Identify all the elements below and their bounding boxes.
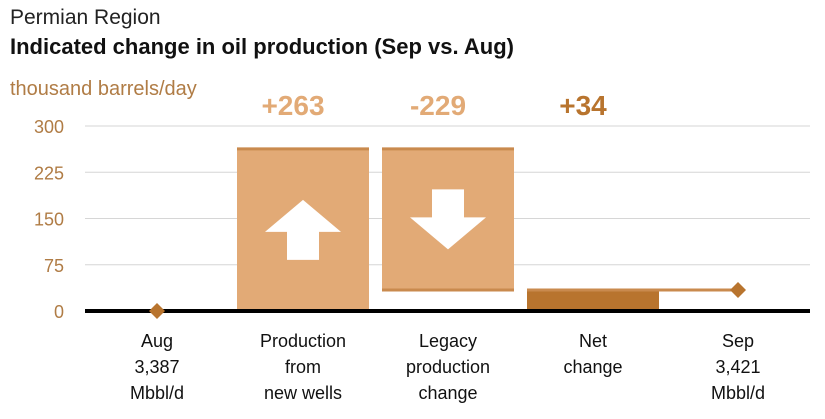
category-label: Legacy <box>419 331 477 351</box>
category-label: Mbbl/d <box>130 383 184 403</box>
category-label: 3,387 <box>134 357 179 377</box>
category-label: from <box>285 357 321 377</box>
delta-label: +34 <box>559 90 607 121</box>
diamond-marker <box>730 282 746 299</box>
net-bar <box>527 290 659 311</box>
y-tick-label: 225 <box>34 163 64 183</box>
category-label: Production <box>260 331 346 351</box>
category-label: change <box>563 357 622 377</box>
category-label: production <box>406 357 490 377</box>
region-title: Permian Region <box>10 6 161 29</box>
up-arrow-icon <box>265 199 341 260</box>
category-label: Aug <box>141 331 173 351</box>
y-tick-label: 75 <box>44 256 64 276</box>
category-label: change <box>418 383 477 403</box>
y-tick-label: 300 <box>34 117 64 137</box>
category-label: Mbbl/d <box>711 383 765 403</box>
y-axis-unit-label: thousand barrels/day <box>10 78 197 100</box>
y-tick-label: 0 <box>54 302 64 322</box>
category-label: Sep <box>722 331 754 351</box>
bars <box>85 147 810 319</box>
diamond-marker <box>149 303 165 319</box>
y-tick-label: 150 <box>34 210 64 230</box>
delta-label: -229 <box>410 90 466 121</box>
labels: 0 75 150 225 300 +263 -229 +34 Aug 3,387 Mbbl/d Pro… <box>34 90 765 403</box>
category-label: 3,421 <box>715 357 760 377</box>
category-label: Net <box>579 331 607 351</box>
down-arrow-icon <box>410 189 486 250</box>
chart-title: Indicated change in oil production (Sep … <box>10 34 514 59</box>
delta-label: +263 <box>261 90 324 121</box>
category-label: new wells <box>264 383 342 403</box>
